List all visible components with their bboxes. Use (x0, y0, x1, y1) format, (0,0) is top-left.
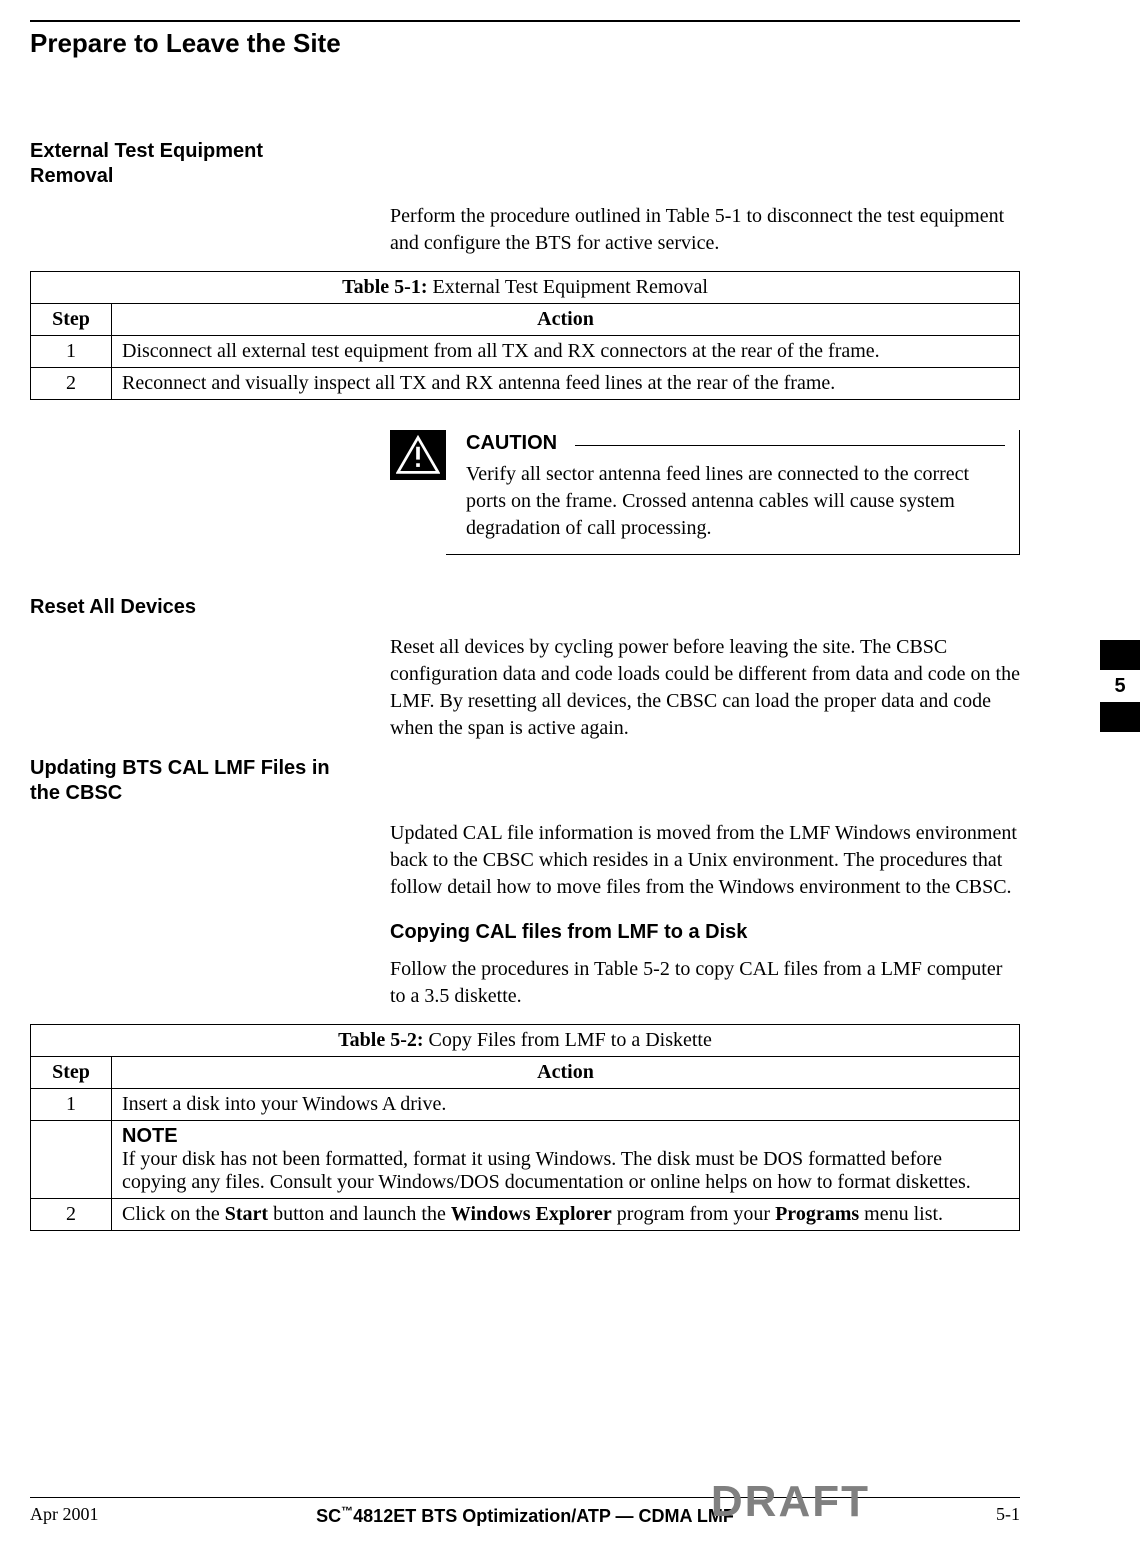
r2-mid1: button and launch the (268, 1203, 451, 1225)
footer-tm: ™ (341, 1504, 353, 1518)
table-row: 1 Insert a disk into your Windows A driv… (31, 1089, 1020, 1121)
sub-heading-copying: Copying CAL files from LMF to a Disk (390, 919, 1020, 946)
caution-icon (390, 430, 446, 480)
table-5-1-header-row: Step Action (31, 304, 1020, 336)
footer-rule (30, 1497, 1020, 1498)
table-5-2-r2-step: 2 (31, 1199, 112, 1231)
table-5-1-r2-action: Reconnect and visually inspect all TX an… (112, 368, 1020, 400)
table-5-2-r2-action: Click on the Start button and launch the… (112, 1199, 1020, 1231)
section-heading-updating: Updating BTS CAL LMF Files in the CBSC (30, 756, 330, 806)
footer-row: Apr 2001 SC™4812ET BTS Optimization/ATP … (30, 1504, 1020, 1527)
table-5-1-r1-action: Disconnect all external test equipment f… (112, 336, 1020, 368)
table-5-1-caption-text: External Test Equipment Removal (428, 276, 708, 298)
note-title: NOTE (122, 1125, 178, 1147)
page: Prepare to Leave the Site External Test … (0, 0, 1140, 1557)
r2-b1: Start (225, 1203, 268, 1225)
body-col-reset: Reset all devices by cycling power befor… (390, 634, 1020, 742)
r2-b2: Windows Explorer (451, 1203, 612, 1225)
table-5-2-caption: Table 5-2: Copy Files from LMF to a Disk… (31, 1025, 1020, 1057)
footer-center-post: 4812ET BTS Optimization/ATP — CDMA LMF (353, 1506, 734, 1526)
table-5-2-note: NOTE If your disk has not been formatted… (112, 1121, 1020, 1199)
table-5-2-r1-action: Insert a disk into your Windows A drive. (112, 1089, 1020, 1121)
r2-pre: Click on the (122, 1203, 225, 1225)
side-tab: 5 (1100, 640, 1140, 732)
caution-rule (575, 445, 1005, 446)
table-5-1-r1-step: 1 (31, 336, 112, 368)
section-heading-ext-removal: External Test Equipment Removal (30, 139, 330, 189)
caution-box: CAUTION Verify all sector antenna feed l… (446, 430, 1020, 555)
caution-block: CAUTION Verify all sector antenna feed l… (390, 430, 1020, 555)
table-5-1-caption: Table 5-1: External Test Equipment Remov… (31, 272, 1020, 304)
section-heading-reset: Reset All Devices (30, 595, 330, 620)
table-5-2-note-step (31, 1121, 112, 1199)
footer-page: 5-1 (900, 1504, 1020, 1525)
table-5-1-caption-row: Table 5-1: External Test Equipment Remov… (31, 272, 1020, 304)
draft-watermark: DRAFT (711, 1477, 870, 1527)
caution-title: CAUTION (466, 430, 575, 457)
note-body: If your disk has not been formatted, for… (122, 1148, 971, 1193)
r2-post: menu list. (859, 1203, 943, 1225)
r2-mid2: program from your (612, 1203, 775, 1225)
table-5-1-col-action: Action (112, 304, 1020, 336)
table-5-2-header-row: Step Action (31, 1057, 1020, 1089)
table-row: 2 Click on the Start button and launch t… (31, 1199, 1020, 1231)
table-5-2-caption-text: Copy Files from LMF to a Diskette (424, 1029, 712, 1051)
top-rule (30, 20, 1020, 22)
table-5-2-caption-label: Table 5-2: (338, 1029, 423, 1051)
table-row: 2 Reconnect and visually inspect all TX … (31, 368, 1020, 400)
table-5-2-col-step: Step (31, 1057, 112, 1089)
body-col-ext-removal: Perform the procedure outlined in Table … (390, 203, 1020, 257)
table-row: 1 Disconnect all external test equipment… (31, 336, 1020, 368)
side-tab-number: 5 (1100, 670, 1140, 702)
footer: Apr 2001 SC™4812ET BTS Optimization/ATP … (30, 1497, 1020, 1527)
page-title: Prepare to Leave the Site (30, 28, 1020, 59)
table-5-1-col-step: Step (31, 304, 112, 336)
table-5-1-r2-step: 2 (31, 368, 112, 400)
table-5-2-r1-step: 1 (31, 1089, 112, 1121)
table-5-2-col-action: Action (112, 1057, 1020, 1089)
caution-title-row: CAUTION (466, 430, 1005, 457)
footer-center-pre: SC (316, 1506, 341, 1526)
side-tab-bottom-block (1100, 702, 1140, 732)
caution-body: Verify all sector antenna feed lines are… (466, 461, 1005, 542)
side-tab-top-block (1100, 640, 1140, 670)
table-5-1-caption-label: Table 5-1: (342, 276, 427, 298)
body-copying: Follow the procedures in Table 5-2 to co… (390, 956, 1020, 1010)
body-reset: Reset all devices by cycling power befor… (390, 634, 1020, 742)
footer-date: Apr 2001 (30, 1504, 150, 1525)
body-updating: Updated CAL file information is moved fr… (390, 820, 1020, 901)
table-row: NOTE If your disk has not been formatted… (31, 1121, 1020, 1199)
body-col-updating: Updated CAL file information is moved fr… (390, 820, 1020, 1010)
r2-b3: Programs (775, 1203, 859, 1225)
table-5-1: Table 5-1: External Test Equipment Remov… (30, 271, 1020, 400)
table-5-2-caption-row: Table 5-2: Copy Files from LMF to a Disk… (31, 1025, 1020, 1057)
intro-ext-removal: Perform the procedure outlined in Table … (390, 203, 1020, 257)
table-5-2: Table 5-2: Copy Files from LMF to a Disk… (30, 1024, 1020, 1231)
